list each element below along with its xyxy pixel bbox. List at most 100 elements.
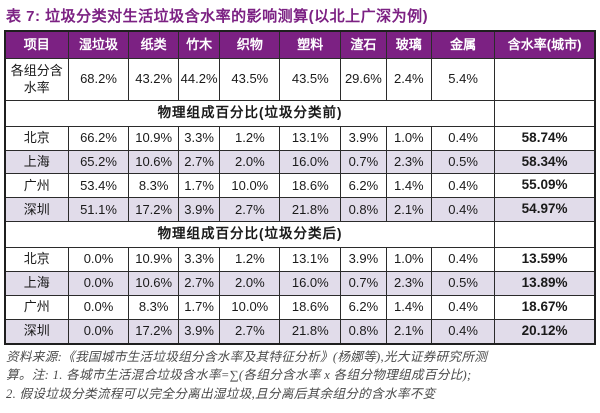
cell-total: 20.12% <box>494 318 596 345</box>
city-label: 深圳 <box>4 197 69 223</box>
table-row-guangzhou-before: 广州 53.4% 8.3% 1.7% 10.0% 18.6% 6.2% 1.4%… <box>4 173 596 199</box>
col-header-item: 项目 <box>4 30 69 60</box>
cell: 2.1% <box>385 197 433 223</box>
cell-empty <box>494 99 596 127</box>
col-header-plastic: 塑料 <box>279 30 342 60</box>
cell: 3.3% <box>177 247 221 272</box>
cell: 3.9% <box>340 125 387 151</box>
cell: 10.0% <box>219 294 281 320</box>
cell: 65.2% <box>67 149 130 175</box>
cell: 3.3% <box>177 125 221 151</box>
cell: 0.7% <box>340 149 387 175</box>
cell: 18.6% <box>279 294 342 320</box>
cell: 1.2% <box>219 125 281 151</box>
cell: 16.0% <box>279 270 342 296</box>
cell: 1.4% <box>385 294 433 320</box>
table-row-beijing-after: 北京 0.0% 10.9% 3.3% 1.2% 13.1% 3.9% 1.0% … <box>4 247 596 272</box>
cell: 8.3% <box>128 173 179 199</box>
col-header-metal: 金属 <box>431 30 496 60</box>
section-header-row-after: 物理组成百分比(垃圾分类后) <box>4 221 596 248</box>
table-row-shenzhen-after: 深圳 0.0% 17.2% 3.9% 2.7% 21.8% 0.8% 2.1% … <box>4 318 596 345</box>
source-footnote: 资料来源:《我国城市生活垃圾组分含水率及其特征分析》(杨娜等),光大证券研究所测… <box>6 348 594 405</box>
moisture-impact-table: 项目 湿垃圾 纸类 竹木 织物 塑料 渣石 玻璃 金属 含水率(城市) 各组分含… <box>4 30 596 345</box>
city-label: 北京 <box>4 125 69 151</box>
cell: 0.8% <box>340 318 387 345</box>
cell: 10.9% <box>128 125 179 151</box>
table-title: 表 7: 垃圾分类对生活垃圾含水率的影响测算(以北上广深为例) <box>6 8 429 25</box>
cell: 2.7% <box>219 197 281 223</box>
cell: 0.4% <box>431 247 496 272</box>
cell: 5.4% <box>431 58 496 101</box>
col-header-paper: 纸类 <box>128 30 179 60</box>
cell: 0.0% <box>67 247 130 272</box>
cell: 13.1% <box>279 247 342 272</box>
cell: 8.3% <box>128 294 179 320</box>
table-row-shenzhen-before: 深圳 51.1% 17.2% 3.9% 2.7% 21.8% 0.8% 2.1%… <box>4 197 596 223</box>
cell-empty <box>494 58 596 101</box>
section-title: 物理组成百分比(垃圾分类前) <box>4 99 496 127</box>
footnote-line: 资料来源:《我国城市生活垃圾组分含水率及其特征分析》(杨娜等),光大证券研究所测 <box>6 349 488 364</box>
section-header-row-before: 物理组成百分比(垃圾分类前) <box>4 99 596 127</box>
cell: 43.5% <box>219 58 281 101</box>
table-row-shanghai-after: 上海 0.0% 10.6% 2.7% 2.0% 16.0% 0.7% 2.3% … <box>4 270 596 296</box>
col-header-slag: 渣石 <box>340 30 387 60</box>
cell: 10.9% <box>128 247 179 272</box>
cell: 0.0% <box>67 294 130 320</box>
cell: 0.5% <box>431 149 496 175</box>
cell: 0.4% <box>431 173 496 199</box>
city-label: 上海 <box>4 149 69 175</box>
cell: 0.7% <box>340 270 387 296</box>
cell: 0.4% <box>431 294 496 320</box>
cell: 0.0% <box>67 270 130 296</box>
cell: 3.9% <box>177 197 221 223</box>
cell-empty <box>494 221 596 248</box>
cell-total: 13.59% <box>494 247 596 272</box>
cell: 1.0% <box>385 247 433 272</box>
col-header-glass: 玻璃 <box>385 30 433 60</box>
cell: 10.6% <box>128 149 179 175</box>
table-row-beijing-before: 北京 66.2% 10.9% 3.3% 1.2% 13.1% 3.9% 1.0%… <box>4 125 596 151</box>
city-label: 北京 <box>4 247 69 272</box>
cell-total: 18.67% <box>494 294 596 320</box>
col-header-textile: 织物 <box>219 30 281 60</box>
city-label: 深圳 <box>4 318 69 345</box>
cell: 44.2% <box>177 58 221 101</box>
cell: 0.4% <box>431 318 496 345</box>
cell: 0.5% <box>431 270 496 296</box>
cell: 10.0% <box>219 173 281 199</box>
component-moisture-row: 各组分含水率 68.2% 43.2% 44.2% 43.5% 43.5% 29.… <box>4 58 596 101</box>
cell-total: 55.09% <box>494 173 596 199</box>
cell: 3.9% <box>340 247 387 272</box>
cell-total: 54.97% <box>494 197 596 223</box>
cell: 16.0% <box>279 149 342 175</box>
cell: 2.7% <box>177 270 221 296</box>
cell: 1.2% <box>219 247 281 272</box>
cell: 2.7% <box>177 149 221 175</box>
cell: 51.1% <box>67 197 130 223</box>
footnote-line: 算。注: 1. 各城市生活混合垃圾含水率=∑(各组分含水率 x 各组分物理组成百… <box>6 368 472 383</box>
cell: 17.2% <box>128 318 179 345</box>
cell: 2.3% <box>385 270 433 296</box>
cell: 6.2% <box>340 173 387 199</box>
cell-total: 58.34% <box>494 149 596 175</box>
cell-total: 13.89% <box>494 270 596 296</box>
cell: 1.4% <box>385 173 433 199</box>
cell: 18.6% <box>279 173 342 199</box>
cell: 0.8% <box>340 197 387 223</box>
cell: 53.4% <box>67 173 130 199</box>
cell: 3.9% <box>177 318 221 345</box>
cell: 0.4% <box>431 125 496 151</box>
cell: 2.4% <box>385 58 433 101</box>
cell: 21.8% <box>279 197 342 223</box>
cell: 10.6% <box>128 270 179 296</box>
cell: 2.3% <box>385 149 433 175</box>
cell: 29.6% <box>340 58 387 101</box>
cell: 43.2% <box>128 58 179 101</box>
table-row-shanghai-before: 上海 65.2% 10.6% 2.7% 2.0% 16.0% 0.7% 2.3%… <box>4 149 596 175</box>
cell: 66.2% <box>67 125 130 151</box>
cell: 0.0% <box>67 318 130 345</box>
cell: 13.1% <box>279 125 342 151</box>
cell: 2.1% <box>385 318 433 345</box>
header-row: 项目 湿垃圾 纸类 竹木 织物 塑料 渣石 玻璃 金属 含水率(城市) <box>4 30 596 60</box>
cell: 21.8% <box>279 318 342 345</box>
